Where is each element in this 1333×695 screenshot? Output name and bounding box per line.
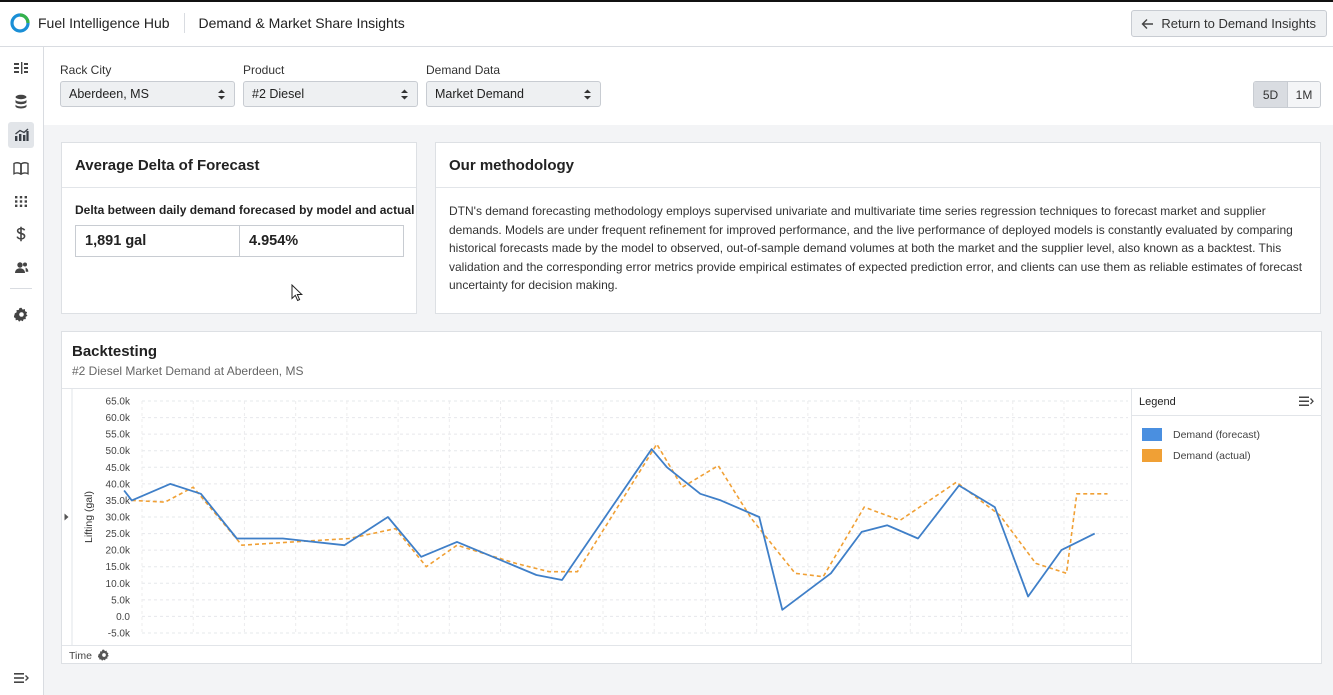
select-arrows-icon: [218, 89, 225, 100]
average-delta-title: Average Delta of Forecast: [62, 143, 416, 188]
y-tick-label: 20.0k: [106, 546, 131, 557]
data-panel-icon: [14, 62, 28, 74]
legend-title: Legend: [1139, 396, 1176, 408]
backtesting-subtitle: #2 Diesel Market Demand at Aberdeen, MS: [72, 364, 304, 378]
legend-swatch-actual: [1142, 449, 1162, 462]
legend-label-actual: Demand (actual): [1173, 449, 1251, 462]
sidebar: [0, 47, 44, 695]
grid-dots-icon: [15, 195, 27, 207]
delta-gallons: 1,891 gal: [85, 233, 147, 249]
sidebar-item-pricing[interactable]: [8, 221, 34, 247]
app-title: Fuel Intelligence Hub: [38, 15, 170, 31]
select-arrows-icon: [401, 89, 408, 100]
y-tick-label: 35.0k: [106, 496, 131, 507]
legend-item-actual[interactable]: Demand (actual): [1132, 445, 1322, 466]
book-icon: [13, 162, 29, 175]
backtesting-card: Backtesting #2 Diesel Market Demand at A…: [61, 331, 1322, 664]
product-value: #2 Diesel: [252, 87, 305, 101]
time-axis-bar: Time: [62, 645, 1131, 665]
mouse-cursor-icon: [291, 284, 303, 302]
app-logo-icon: [10, 13, 30, 33]
y-tick-label: 60.0k: [106, 413, 131, 424]
backtest-line-chart[interactable]: -5.0k 0.0 5.0k 10.0k 15.0k 20.0k 25.0k 30.0k 35.…: [62, 389, 1131, 645]
y-tick-label: 30.0k: [106, 513, 131, 524]
chart-legend: Legend Demand (forecast) Demand (actual): [1131, 388, 1322, 664]
average-delta-subtitle: Delta between daily demand forecased by …: [75, 203, 415, 217]
y-tick-label: 55.0k: [106, 430, 131, 441]
database-icon: [15, 94, 27, 108]
dollar-icon: [16, 226, 26, 242]
y-tick-label: 65.0k: [106, 397, 131, 408]
y-tick-label: 50.0k: [106, 446, 131, 457]
chart-area: -5.0k 0.0 5.0k 10.0k 15.0k 20.0k 25.0k 30.0k 35.…: [62, 388, 1131, 664]
sidebar-item-grid[interactable]: [8, 188, 34, 214]
demand-data-label: Demand Data: [426, 63, 501, 77]
methodology-title: Our methodology: [436, 143, 1320, 188]
sidebar-divider: [10, 288, 32, 289]
time-range-toggle: 5D 1M: [1253, 81, 1321, 108]
rack-city-select[interactable]: Aberdeen, MS: [60, 81, 235, 107]
methodology-text: DTN's demand forecasting methodology emp…: [449, 204, 1303, 292]
product-label: Product: [243, 63, 285, 77]
y-tick-label: -5.0k: [108, 629, 131, 640]
sidebar-item-settings[interactable]: [8, 301, 34, 327]
y-tick-label: 45.0k: [106, 463, 131, 474]
sidebar-item-library[interactable]: [8, 155, 34, 181]
y-tick-label: 40.0k: [106, 479, 131, 490]
sidebar-expand-toggle[interactable]: [8, 665, 34, 691]
menu-expand-icon: [14, 673, 29, 683]
sidebar-item-data-panel[interactable]: [8, 55, 34, 81]
header-divider: [183, 13, 185, 33]
product-select[interactable]: #2 Diesel: [243, 81, 418, 107]
y-tick-label: 5.0k: [111, 595, 131, 606]
sidebar-item-analytics[interactable]: [8, 122, 34, 148]
legend-menu-icon[interactable]: [1299, 396, 1314, 407]
filter-bar: Rack City Aberdeen, MS Product #2 Diesel…: [44, 47, 1333, 125]
backtesting-title: Backtesting: [72, 343, 158, 360]
analytics-chart-icon: [14, 128, 29, 141]
top-header: Fuel Intelligence Hub Demand & Market Sh…: [0, 0, 1333, 47]
legend-header: Legend: [1132, 389, 1322, 416]
rack-city-label: Rack City: [60, 63, 112, 77]
y-tick-label: 15.0k: [106, 562, 131, 573]
return-button-label: Return to Demand Insights: [1161, 16, 1316, 31]
demand-data-value: Market Demand: [435, 87, 524, 101]
y-axis-title: Lifting (gal): [83, 491, 95, 543]
return-to-demand-insights-button[interactable]: Return to Demand Insights: [1131, 10, 1327, 37]
delta-percent: 4.954%: [239, 226, 403, 256]
demand-data-select[interactable]: Market Demand: [426, 81, 601, 107]
sidebar-item-database[interactable]: [8, 88, 34, 114]
y-tick-label: 0.0: [116, 612, 130, 623]
y-tick-label: 25.0k: [106, 529, 131, 540]
average-delta-card: Average Delta of Forecast Delta between …: [61, 142, 417, 314]
range-option-1m[interactable]: 1M: [1287, 82, 1320, 107]
methodology-card: Our methodology DTN's demand forecasting…: [435, 142, 1321, 314]
page-title: Demand & Market Share Insights: [198, 15, 405, 31]
users-icon: [14, 261, 28, 273]
gear-icon[interactable]: [98, 649, 110, 661]
actual-series-line: [131, 443, 1108, 578]
delta-values: 1,891 gal 4.954%: [75, 225, 404, 257]
y-tick-label: 10.0k: [106, 579, 131, 590]
time-axis-label: Time: [69, 650, 92, 662]
select-arrows-icon: [584, 89, 591, 100]
legend-swatch-forecast: [1142, 428, 1162, 441]
arrow-left-icon: [1141, 18, 1154, 29]
range-option-5d[interactable]: 5D: [1254, 82, 1287, 107]
gear-icon: [13, 307, 27, 322]
rack-city-value: Aberdeen, MS: [69, 87, 149, 101]
legend-item-forecast[interactable]: Demand (forecast): [1132, 424, 1322, 445]
sidebar-item-users[interactable]: [8, 254, 34, 280]
forecast-series-line: [123, 448, 1096, 611]
collapse-left-icon[interactable]: [64, 513, 69, 521]
legend-label-forecast: Demand (forecast): [1173, 428, 1260, 441]
